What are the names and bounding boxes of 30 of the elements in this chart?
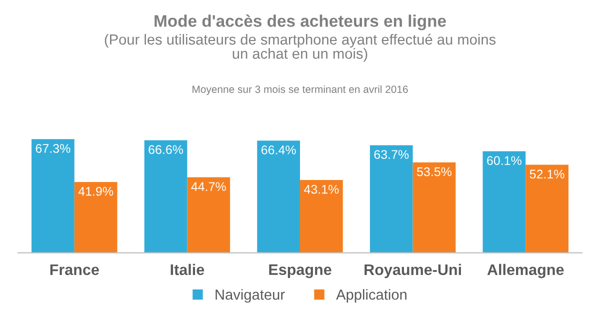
chart-title: Mode d'accès des acheteurs en ligne: [154, 14, 446, 30]
chart-subtitle: (Pour les utilisateurs de smartphone ayant effectué au moins un achat en un mois): [104, 34, 496, 62]
legend-label: Application: [336, 289, 406, 303]
x-tick-label: Royaume-Uni: [364, 264, 461, 278]
bar: [257, 140, 300, 253]
data-label: 60.1%: [487, 156, 522, 166]
bar: [144, 140, 188, 253]
data-label: 67.3%: [36, 144, 70, 153]
bar: [412, 162, 456, 253]
bar: [482, 151, 526, 253]
bar: [370, 145, 413, 253]
legend-label: Navigateur: [216, 289, 285, 303]
data-label: 41.9%: [78, 186, 114, 196]
data-label: 44.7%: [191, 182, 226, 191]
data-label: 66.4%: [261, 146, 296, 154]
x-tick-label: Italie: [170, 264, 204, 276]
bar: [300, 180, 343, 253]
bar: [187, 177, 230, 253]
x-tick-label: France: [50, 264, 99, 276]
data-label: 53.5%: [417, 167, 452, 176]
data-label: 43.1%: [304, 184, 339, 194]
bar: [32, 139, 74, 253]
bar: [526, 164, 568, 253]
text: Moyenne sur 3 mois se terminant en avril 2016: [192, 85, 408, 96]
x-tick-label: Espagne: [269, 264, 332, 278]
bar: [74, 182, 118, 253]
data-label: 66.6%: [148, 145, 184, 154]
data-label: 52.1%: [530, 170, 564, 179]
data-label: 63.7%: [374, 150, 409, 159]
x-tick-label: Allemagne: [487, 264, 564, 278]
